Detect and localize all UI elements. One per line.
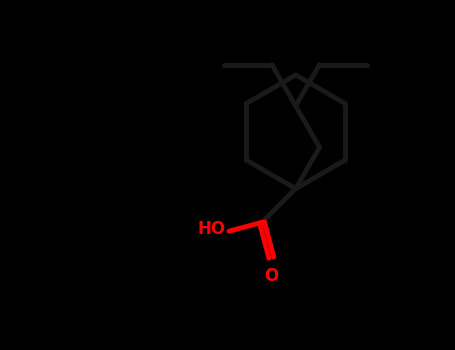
Text: O: O (264, 267, 278, 285)
Text: HO: HO (197, 220, 225, 238)
